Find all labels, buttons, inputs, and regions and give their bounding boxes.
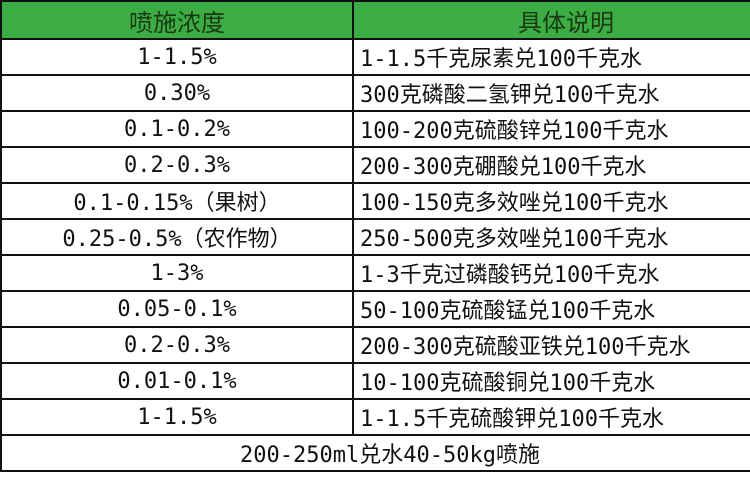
footer-row: 200-250ml兑水40-50kg喷施 [0,434,750,472]
concentration-cell: 1-3% [0,254,354,292]
table-row: 0.30% 300克磷酸二氢钾兑100千克水 [0,74,750,112]
concentration-cell: 0.1-0.2% [0,110,354,148]
description-cell: 200-300克硼酸兑100千克水 [352,146,750,184]
description-cell: 200-300克硫酸亚铁兑100千克水 [352,326,750,364]
concentration-cell: 1-1.5% [0,398,354,436]
concentration-cell: 1-1.5% [0,38,354,76]
table-row: 0.01-0.1% 10-100克硫酸铜兑100千克水 [0,362,750,400]
concentration-cell: 0.05-0.1% [0,290,354,328]
description-cell: 10-100克硫酸铜兑100千克水 [352,362,750,400]
header-description: 具体说明 [352,0,750,40]
table-row: 1-1.5% 1-1.5千克硫酸钾兑100千克水 [0,398,750,436]
concentration-cell: 0.1-0.15%（果树） [0,182,354,220]
header-concentration: 喷施浓度 [0,0,354,40]
table-row: 0.1-0.2% 100-200克硫酸锌兑100千克水 [0,110,750,148]
description-cell: 1-3千克过磷酸钙兑100千克水 [352,254,750,292]
description-cell: 250-500克多效唑兑100千克水 [352,218,750,256]
description-cell: 100-200克硫酸锌兑100千克水 [352,110,750,148]
table-row: 0.2-0.3% 200-300克硼酸兑100千克水 [0,146,750,184]
concentration-cell: 0.2-0.3% [0,326,354,364]
fertilizer-spray-table: 喷施浓度 具体说明 1-1.5% 1-1.5千克尿素兑100千克水 0.30% 300… [0,0,750,472]
table-row: 0.05-0.1% 50-100克硫酸锰兑100千克水 [0,290,750,328]
concentration-cell: 0.30% [0,74,354,112]
description-cell: 50-100克硫酸锰兑100千克水 [352,290,750,328]
table-row: 0.2-0.3% 200-300克硫酸亚铁兑100千克水 [0,326,750,364]
table-row: 1-3% 1-3千克过磷酸钙兑100千克水 [0,254,750,292]
description-cell: 1-1.5千克尿素兑100千克水 [352,38,750,76]
concentration-cell: 0.01-0.1% [0,362,354,400]
table-row: 0.1-0.15%（果树） 100-150克多效唑兑100千克水 [0,182,750,220]
description-cell: 300克磷酸二氢钾兑100千克水 [352,74,750,112]
concentration-cell: 0.25-0.5%（农作物） [0,218,354,256]
footer-cell: 200-250ml兑水40-50kg喷施 [0,434,750,472]
header-row: 喷施浓度 具体说明 [0,0,750,40]
table-row: 0.25-0.5%（农作物） 250-500克多效唑兑100千克水 [0,218,750,256]
description-cell: 1-1.5千克硫酸钾兑100千克水 [352,398,750,436]
table-row: 1-1.5% 1-1.5千克尿素兑100千克水 [0,38,750,76]
concentration-cell: 0.2-0.3% [0,146,354,184]
description-cell: 100-150克多效唑兑100千克水 [352,182,750,220]
